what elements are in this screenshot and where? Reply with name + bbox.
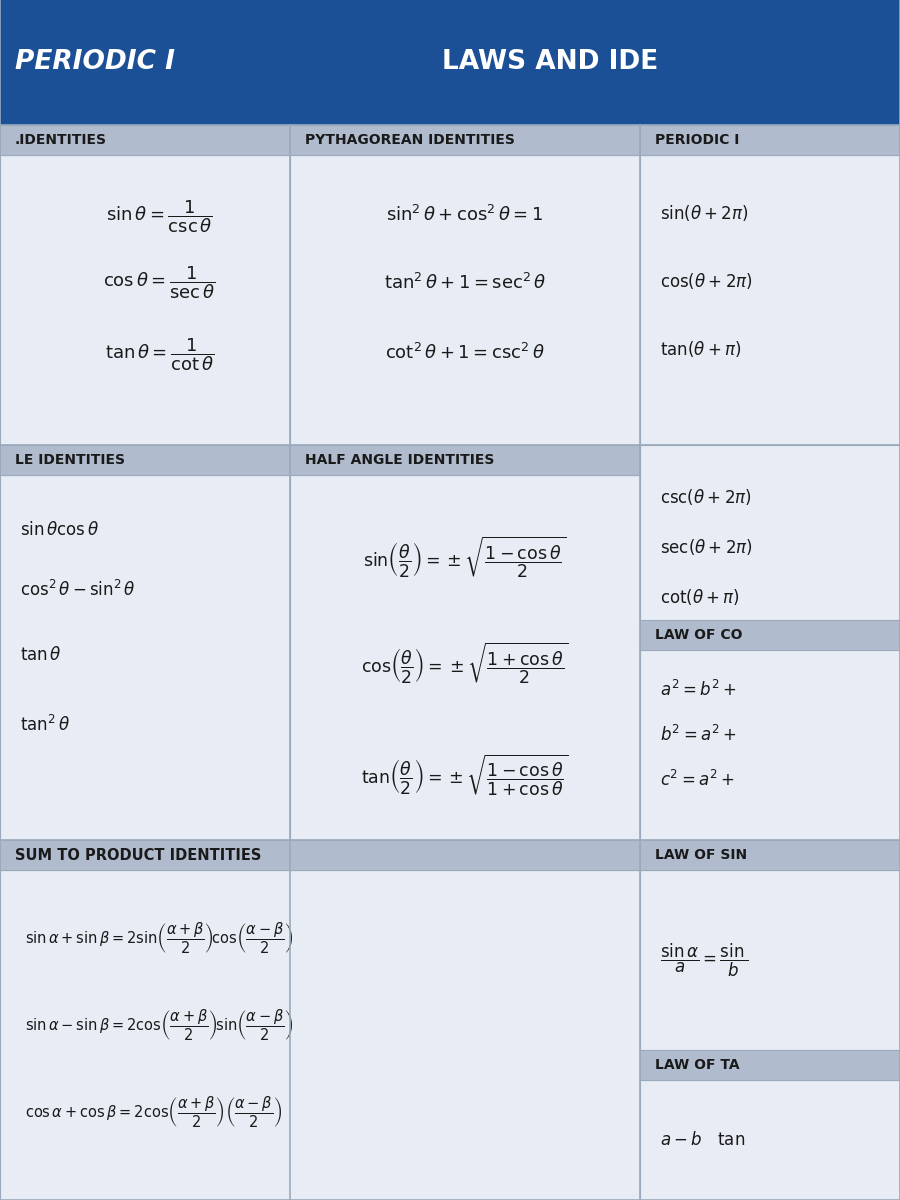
Text: LAW OF TA: LAW OF TA (655, 1058, 740, 1072)
Text: $\sec(\theta + 2\pi)$: $\sec(\theta + 2\pi)$ (660, 538, 752, 557)
Text: $c^2 = a^2 +$: $c^2 = a^2 +$ (660, 770, 734, 790)
Text: $\sin\alpha + \sin\beta = 2\sin\!\left(\dfrac{\alpha+\beta}{2}\right)\!\cos\!\le: $\sin\alpha + \sin\beta = 2\sin\!\left(\… (25, 920, 293, 955)
Text: $\cot^2 \theta + 1 = \csc^2 \theta$: $\cot^2 \theta + 1 = \csc^2 \theta$ (385, 343, 544, 364)
Text: $\tan \theta$: $\tan \theta$ (20, 646, 62, 664)
Text: $\sin\alpha - \sin\beta = 2\cos\!\left(\dfrac{\alpha+\beta}{2}\right)\!\sin\!\le: $\sin\alpha - \sin\beta = 2\cos\!\left(\… (25, 1007, 293, 1043)
Text: $\cos^2 \theta - \sin^2 \theta$: $\cos^2 \theta - \sin^2 \theta$ (20, 580, 136, 600)
Text: $a - b \quad \tan$: $a - b \quad \tan$ (660, 1130, 745, 1150)
Text: HALF ANGLE IDENTITIES: HALF ANGLE IDENTITIES (305, 452, 494, 467)
Text: LAW OF SIN: LAW OF SIN (655, 848, 747, 862)
FancyBboxPatch shape (290, 155, 640, 445)
FancyBboxPatch shape (640, 1050, 900, 1080)
Text: $\cos\alpha + \cos\beta = 2\cos\!\left(\dfrac{\alpha+\beta}{2}\right)\left(\dfra: $\cos\alpha + \cos\beta = 2\cos\!\left(\… (25, 1094, 282, 1129)
Text: $\sin(\theta + 2\pi)$: $\sin(\theta + 2\pi)$ (660, 203, 749, 223)
Text: $\dfrac{\sin\alpha}{a} = \dfrac{\sin}{b}$: $\dfrac{\sin\alpha}{a} = \dfrac{\sin}{b}… (660, 941, 749, 979)
FancyBboxPatch shape (0, 155, 290, 445)
Text: $\sin\!\left(\dfrac{\theta}{2}\right) = \pm\sqrt{\dfrac{1-\cos\theta}{2}}$: $\sin\!\left(\dfrac{\theta}{2}\right) = … (364, 534, 566, 580)
Text: $\tan(\theta + \pi)$: $\tan(\theta + \pi)$ (660, 338, 742, 359)
FancyBboxPatch shape (640, 620, 900, 650)
Text: $\tan^2 \theta + 1 = \sec^2 \theta$: $\tan^2 \theta + 1 = \sec^2 \theta$ (383, 272, 546, 293)
Text: $\sin \theta = \dfrac{1}{\csc \theta}$: $\sin \theta = \dfrac{1}{\csc \theta}$ (106, 199, 213, 235)
FancyBboxPatch shape (640, 870, 900, 1050)
Text: $\cot(\theta + \pi)$: $\cot(\theta + \pi)$ (660, 587, 740, 607)
Text: SUM TO PRODUCT IDENTITIES: SUM TO PRODUCT IDENTITIES (15, 847, 261, 863)
FancyBboxPatch shape (0, 870, 640, 1200)
Text: $a^2 = b^2 +$: $a^2 = b^2 +$ (660, 680, 736, 700)
Text: PERIODIC I: PERIODIC I (15, 49, 175, 74)
FancyBboxPatch shape (0, 0, 900, 125)
FancyBboxPatch shape (640, 840, 900, 870)
Text: $\cos\!\left(\dfrac{\theta}{2}\right) = \pm\sqrt{\dfrac{1+\cos\theta}{2}}$: $\cos\!\left(\dfrac{\theta}{2}\right) = … (361, 640, 569, 686)
FancyBboxPatch shape (640, 1080, 900, 1200)
Text: $\csc(\theta + 2\pi)$: $\csc(\theta + 2\pi)$ (660, 487, 751, 506)
Text: $\tan\!\left(\dfrac{\theta}{2}\right) = \pm\sqrt{\dfrac{1-\cos\theta}{1+\cos\the: $\tan\!\left(\dfrac{\theta}{2}\right) = … (362, 752, 569, 798)
FancyBboxPatch shape (0, 445, 290, 475)
Text: LAW OF CO: LAW OF CO (655, 628, 742, 642)
FancyBboxPatch shape (0, 840, 640, 870)
FancyBboxPatch shape (0, 475, 290, 840)
Text: $\tan^2 \theta$: $\tan^2 \theta$ (20, 715, 70, 736)
Text: $\tan \theta = \dfrac{1}{\cot \theta}$: $\tan \theta = \dfrac{1}{\cot \theta}$ (104, 337, 214, 373)
FancyBboxPatch shape (290, 125, 640, 155)
FancyBboxPatch shape (290, 445, 640, 475)
Text: .IDENTITIES: .IDENTITIES (15, 133, 107, 146)
Text: $b^2 = a^2 +$: $b^2 = a^2 +$ (660, 725, 736, 745)
Text: PYTHAGOREAN IDENTITIES: PYTHAGOREAN IDENTITIES (305, 133, 515, 146)
Text: LAWS AND IDE: LAWS AND IDE (442, 49, 658, 74)
FancyBboxPatch shape (640, 155, 900, 445)
FancyBboxPatch shape (640, 445, 900, 840)
Text: $\sin^2 \theta + \cos^2 \theta = 1$: $\sin^2 \theta + \cos^2 \theta = 1$ (386, 205, 544, 226)
Text: $\sin \theta \cos \theta$: $\sin \theta \cos \theta$ (20, 521, 99, 539)
Text: PERIODIC I: PERIODIC I (655, 133, 740, 146)
Text: $\cos \theta = \dfrac{1}{\sec \theta}$: $\cos \theta = \dfrac{1}{\sec \theta}$ (104, 265, 216, 301)
FancyBboxPatch shape (640, 125, 900, 155)
Text: $\cos(\theta + 2\pi)$: $\cos(\theta + 2\pi)$ (660, 271, 752, 290)
FancyBboxPatch shape (290, 475, 640, 840)
FancyBboxPatch shape (0, 125, 290, 155)
Text: LE IDENTITIES: LE IDENTITIES (15, 452, 125, 467)
